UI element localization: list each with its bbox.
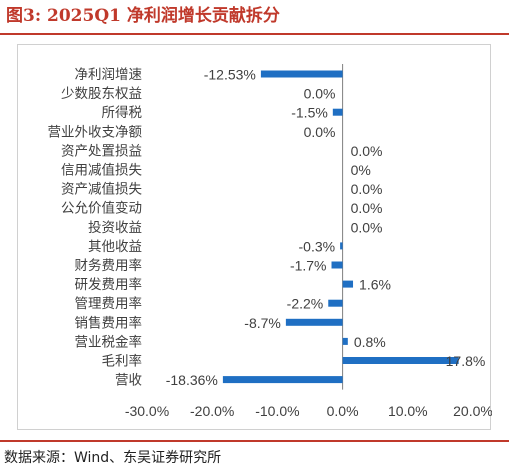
data-label: 0.0%	[351, 200, 383, 216]
x-tick-label: 10.0%	[388, 403, 428, 419]
category-label: 所得税	[102, 104, 143, 121]
x-tick-label: 0.0%	[327, 403, 359, 419]
x-tick-label: 20.0%	[453, 403, 492, 419]
data-label: -12.53%	[204, 67, 256, 83]
bar	[328, 299, 343, 307]
bar	[340, 242, 343, 250]
data-label: -8.7%	[244, 315, 281, 331]
x-tick-label: -30.0%	[125, 403, 169, 419]
data-label: -1.5%	[291, 105, 328, 121]
source-divider	[0, 440, 509, 442]
bar	[331, 261, 343, 269]
data-source-note: 数据来源：Wind、东吴证券研究所	[4, 450, 222, 466]
category-label: 管理费用率	[75, 295, 143, 312]
category-label: 其他收益	[88, 239, 142, 255]
category-label: 销售费用率	[75, 314, 143, 331]
bar	[342, 337, 348, 345]
contribution-bar-chart: 净利润增速 -12.53% 少数股东权益 0.0% 所得税 -1.5% 营业外收支净额 0.0…	[48, 64, 492, 419]
data-label: 0.8%	[354, 334, 386, 350]
bar	[285, 318, 343, 326]
data-label: -1.7%	[290, 258, 327, 274]
category-label: 信用减值损失	[61, 163, 142, 179]
data-label: -0.3%	[299, 238, 336, 254]
figure-title: 图3: 2025Q1 净利润增长贡献拆分	[6, 6, 280, 26]
data-label: 1.6%	[359, 277, 391, 293]
data-label: -2.2%	[287, 296, 324, 312]
category-label: 公允价值变动	[61, 201, 142, 217]
chart-area: 净利润增速 -12.53% 少数股东权益 0.0% 所得税 -1.5% 营业外收支净额 0.0…	[17, 44, 492, 430]
category-label: 少数股东权益	[61, 85, 142, 102]
category-label: 毛利率	[102, 353, 143, 370]
data-label: 0.0%	[351, 181, 383, 197]
x-tick-label: -20.0%	[190, 403, 234, 419]
bar	[222, 376, 343, 384]
data-label: 17.8%	[446, 353, 486, 369]
category-label: 营业税金率	[75, 333, 143, 350]
data-label: 0.0%	[351, 219, 383, 235]
bar	[342, 280, 354, 288]
data-label: -18.36%	[166, 372, 218, 388]
category-label: 营收	[115, 373, 142, 389]
category-label: 投资收益	[88, 220, 142, 236]
data-label: 0.0%	[304, 86, 336, 102]
data-label: 0.0%	[351, 143, 383, 159]
category-label: 营业外收支净额	[48, 124, 143, 140]
category-label: 资产处置损益	[61, 143, 142, 159]
category-label: 净利润增速	[75, 67, 143, 83]
category-label: 财务费用率	[75, 257, 143, 274]
x-tick-label: -10.0%	[255, 403, 299, 419]
bar	[260, 70, 343, 78]
data-label: 0%	[351, 162, 371, 178]
category-label: 资产减值损失	[61, 182, 142, 198]
category-label: 研发费用率	[75, 276, 143, 293]
bar	[342, 357, 459, 364]
bar	[332, 108, 343, 116]
data-label: 0.0%	[304, 124, 336, 140]
title-divider	[0, 33, 509, 35]
